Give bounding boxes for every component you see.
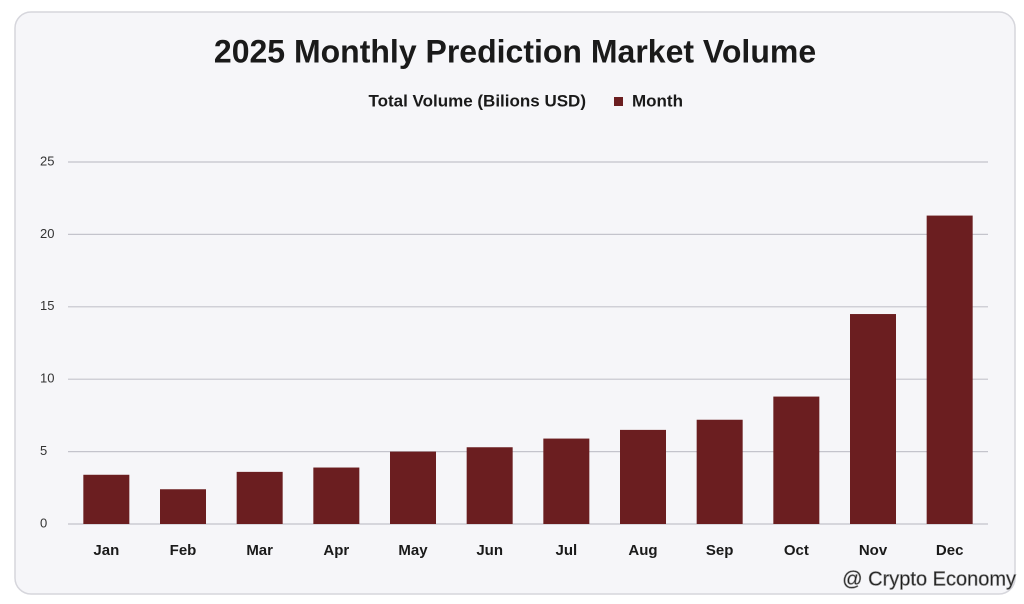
- legend-swatch: [614, 97, 623, 106]
- x-tick-label: May: [398, 542, 428, 559]
- bar: [926, 215, 973, 525]
- bar: [160, 489, 206, 524]
- bar: [466, 447, 513, 524]
- x-tick-label: Jul: [555, 542, 577, 559]
- x-tick-label: Feb: [170, 542, 197, 559]
- legend-label: Month: [632, 91, 683, 110]
- bar: [620, 429, 666, 524]
- x-tick-label: Mar: [246, 542, 273, 559]
- x-tick-label: Jan: [93, 542, 119, 559]
- watermark: @ Crypto Economy: [842, 568, 1016, 590]
- y-tick-label: 10: [40, 371, 54, 386]
- bar: [313, 467, 360, 524]
- x-tick-label: Nov: [859, 542, 888, 559]
- card: [14, 11, 1016, 595]
- bar: [773, 396, 820, 524]
- bar: [543, 438, 590, 524]
- legend-title: Total Volume (Bilions USD): [368, 91, 586, 110]
- chart-title: 2025 Monthly Prediction Market Volume: [214, 33, 816, 69]
- y-tick-label: 5: [40, 443, 47, 458]
- x-tick-label: Apr: [323, 542, 349, 559]
- bar: [850, 314, 896, 524]
- bar: [390, 451, 436, 524]
- bar: [236, 471, 283, 524]
- x-tick-label: Oct: [784, 542, 809, 559]
- y-tick-label: 25: [40, 153, 54, 168]
- x-tick-label: Jun: [476, 542, 503, 559]
- y-tick-label: 15: [40, 298, 54, 313]
- y-tick-label: 20: [40, 226, 54, 241]
- bar: [696, 419, 743, 524]
- bar: [83, 474, 130, 524]
- y-tick-label: 0: [40, 515, 47, 530]
- x-tick-label: Aug: [628, 542, 657, 559]
- x-tick-label: Sep: [706, 542, 734, 559]
- x-tick-label: Dec: [936, 542, 964, 559]
